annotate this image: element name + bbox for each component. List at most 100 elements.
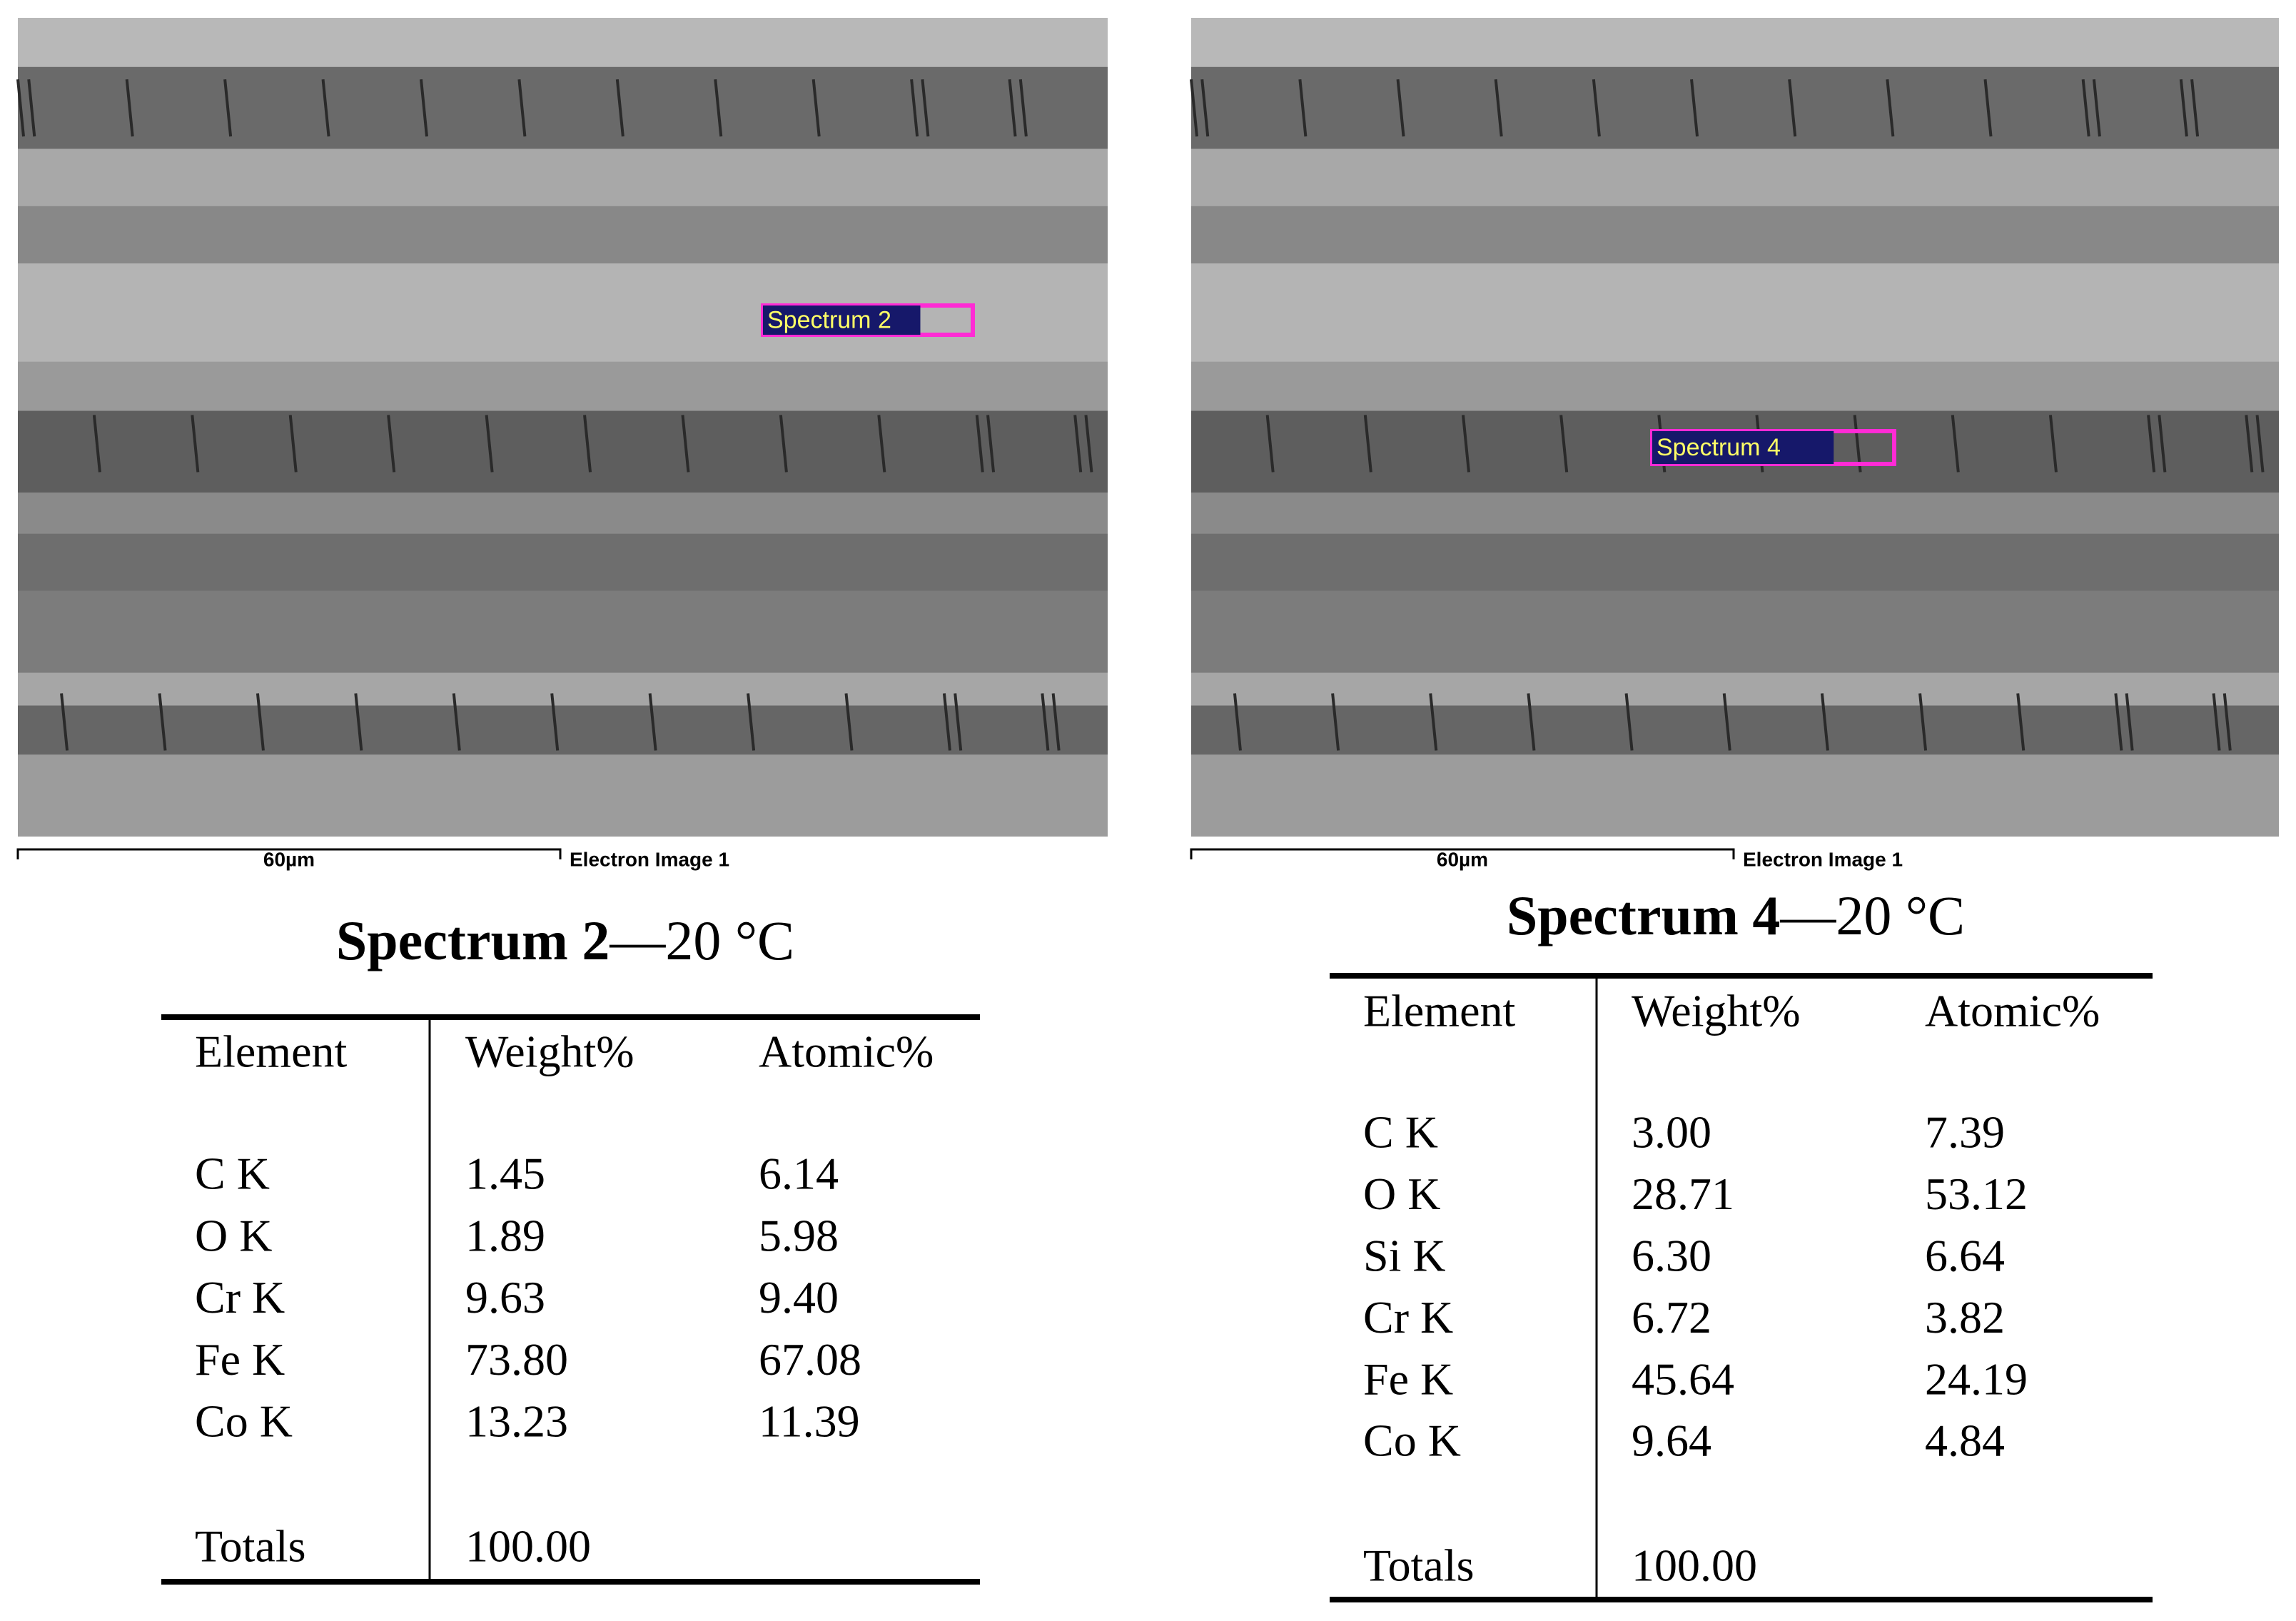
- crack: [2179, 79, 2188, 137]
- spectrum-label-bg: [1652, 431, 1834, 464]
- crack: [648, 693, 657, 751]
- crack: [877, 415, 886, 473]
- crack: [1363, 415, 1372, 473]
- crack: [354, 693, 363, 751]
- crack: [2092, 79, 2101, 137]
- crack: [1788, 79, 1797, 137]
- table-cell: Fe K: [195, 1334, 285, 1385]
- crack: [1592, 79, 1601, 137]
- image-band: [18, 590, 1108, 673]
- table-cell: C K: [1363, 1107, 1438, 1158]
- image-band: [1191, 533, 2279, 591]
- title-rest: —20 °C: [1779, 884, 1965, 946]
- image-band: [18, 410, 1108, 493]
- image-band: [1191, 361, 2279, 411]
- table-cell: 1.89: [465, 1210, 545, 1261]
- crack: [125, 79, 134, 137]
- image-band: [1191, 672, 2279, 706]
- electron-image: Spectrum 4: [1190, 18, 2279, 837]
- crack: [1951, 415, 1960, 473]
- crack: [1559, 415, 1569, 473]
- scale-bar: [16, 848, 562, 859]
- crack: [714, 79, 723, 137]
- table-cell: C K: [195, 1148, 270, 1199]
- crack: [2016, 693, 2026, 751]
- crack: [1265, 415, 1275, 473]
- table-cell: Co K: [1363, 1415, 1461, 1466]
- table-cell: 24.19: [1925, 1353, 2028, 1404]
- title-bold: Spectrum 2: [336, 909, 610, 971]
- table-cell: 6.72: [1632, 1292, 1711, 1343]
- table-cell: 53.12: [1925, 1168, 2028, 1219]
- crack: [2147, 415, 2156, 473]
- crack: [1527, 693, 1536, 751]
- totals-cell: Totals: [195, 1521, 306, 1572]
- crack: [2114, 693, 2123, 751]
- crack: [1722, 693, 1731, 751]
- crack: [1396, 79, 1405, 137]
- crack: [942, 693, 951, 751]
- crack: [1494, 79, 1503, 137]
- image-band: [1191, 590, 2279, 673]
- crack: [1073, 415, 1083, 473]
- image-band: [1191, 148, 2279, 206]
- crack: [1624, 693, 1634, 751]
- crack: [975, 415, 984, 473]
- crack: [223, 79, 233, 137]
- table-cell: 7.39: [1925, 1107, 2005, 1158]
- table-cell: 9.63: [465, 1272, 545, 1323]
- image-band: [18, 18, 1108, 67]
- crack: [844, 693, 854, 751]
- table-cell: Cr K: [1363, 1292, 1453, 1343]
- table-cell: 67.08: [759, 1334, 861, 1385]
- table-cell: 5.98: [759, 1210, 839, 1261]
- table-cell: 13.23: [465, 1395, 568, 1446]
- crack: [419, 79, 428, 137]
- crack: [256, 693, 265, 751]
- image-band: [18, 705, 1108, 755]
- table-cell: O K: [195, 1210, 272, 1261]
- header-cell: Atomic%: [759, 1026, 934, 1077]
- scale-label: 60µm: [1437, 848, 1488, 870]
- table-cell: 6.64: [1925, 1230, 2005, 1281]
- image-band: [18, 66, 1108, 149]
- crack: [779, 415, 788, 473]
- image-band: [1191, 263, 2279, 362]
- crack: [2255, 415, 2265, 473]
- crack: [747, 693, 756, 751]
- table-cell: 6.30: [1632, 1230, 1711, 1281]
- crack: [550, 693, 560, 751]
- image-band: [1191, 493, 2279, 534]
- table-cell: 28.71: [1632, 1168, 1734, 1219]
- crack: [387, 415, 396, 473]
- totals-cell: 100.00: [465, 1521, 591, 1572]
- crack: [1051, 693, 1061, 751]
- totals-cell: 100.00: [1632, 1540, 1757, 1591]
- spectrum-label-bg: [763, 305, 921, 335]
- table-cell: Si K: [1363, 1230, 1446, 1281]
- crack: [321, 79, 330, 137]
- crack: [517, 79, 527, 137]
- header-cell: Weight%: [465, 1026, 634, 1077]
- crack: [1041, 693, 1050, 751]
- crack: [1008, 79, 1017, 137]
- crack: [921, 79, 930, 137]
- image-band: [1191, 66, 2279, 149]
- crack: [191, 415, 200, 473]
- crack: [1886, 79, 1895, 137]
- image-band: [1191, 754, 2279, 837]
- spectrum-label: Spectrum 4: [1657, 434, 1781, 461]
- header-cell: Atomic%: [1925, 986, 2100, 1036]
- crack: [1983, 79, 1993, 137]
- table-cell: 6.14: [759, 1148, 839, 1199]
- crack: [910, 79, 919, 137]
- crack: [1820, 693, 1829, 751]
- table-cell: 73.80: [465, 1334, 568, 1385]
- table-cell: Cr K: [195, 1272, 285, 1323]
- crack: [1298, 79, 1308, 137]
- crack: [2081, 79, 2090, 137]
- crack: [1200, 79, 1210, 137]
- crack: [1331, 693, 1340, 751]
- crack: [158, 693, 167, 751]
